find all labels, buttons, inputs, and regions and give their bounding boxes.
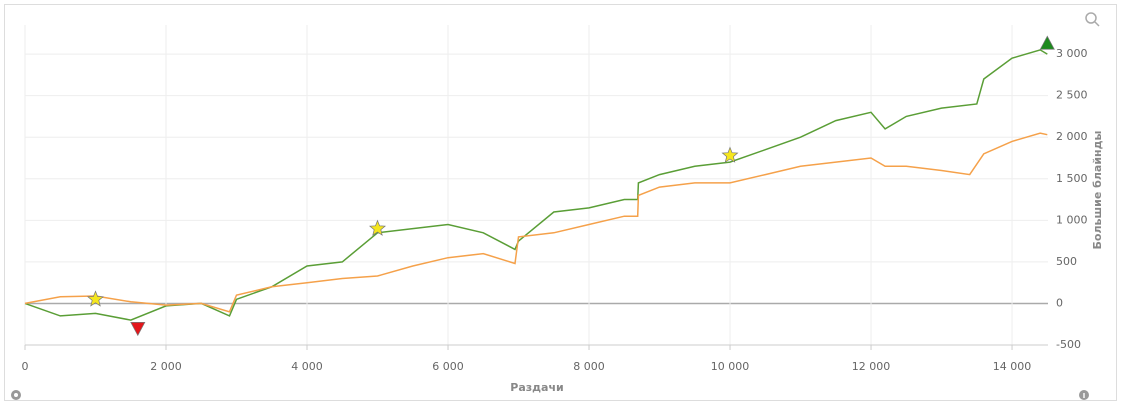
- x-axis-title: Раздачи: [510, 381, 563, 394]
- marker: [86, 290, 105, 307]
- x-tick-label: 4 000: [291, 360, 323, 373]
- marker: [721, 146, 739, 163]
- y-tick-label: 1 000: [1056, 213, 1088, 226]
- series-line: [24, 49, 1048, 321]
- info-icon[interactable]: [1079, 390, 1089, 400]
- marker: [368, 219, 387, 236]
- y-tick-label: 2 000: [1056, 130, 1088, 143]
- y-tick-label: 500: [1056, 255, 1077, 268]
- marker: [1039, 35, 1055, 50]
- x-tick-label: 2 000: [150, 360, 182, 373]
- x-tick-label: 12 000: [852, 360, 891, 373]
- y-tick-label: 1 500: [1056, 172, 1088, 185]
- x-tick-label: 14 000: [993, 360, 1032, 373]
- y-tick-label: 3 000: [1056, 47, 1088, 60]
- y-axis-title: Большие блайнды: [1091, 130, 1104, 249]
- y-tick-label: 0: [1056, 296, 1063, 309]
- series-line: [24, 132, 1048, 313]
- y-tick-label: -500: [1056, 338, 1081, 351]
- marker: [130, 322, 146, 337]
- zoom-icon[interactable]: [1085, 12, 1100, 27]
- x-tick-label: 0: [22, 360, 29, 373]
- x-tick-label: 6 000: [432, 360, 464, 373]
- x-tick-label: 8 000: [573, 360, 605, 373]
- settings-icon[interactable]: [11, 390, 21, 400]
- y-tick-label: 2 500: [1056, 89, 1088, 102]
- frame: [4, 4, 1117, 401]
- x-tick-label: 10 000: [711, 360, 750, 373]
